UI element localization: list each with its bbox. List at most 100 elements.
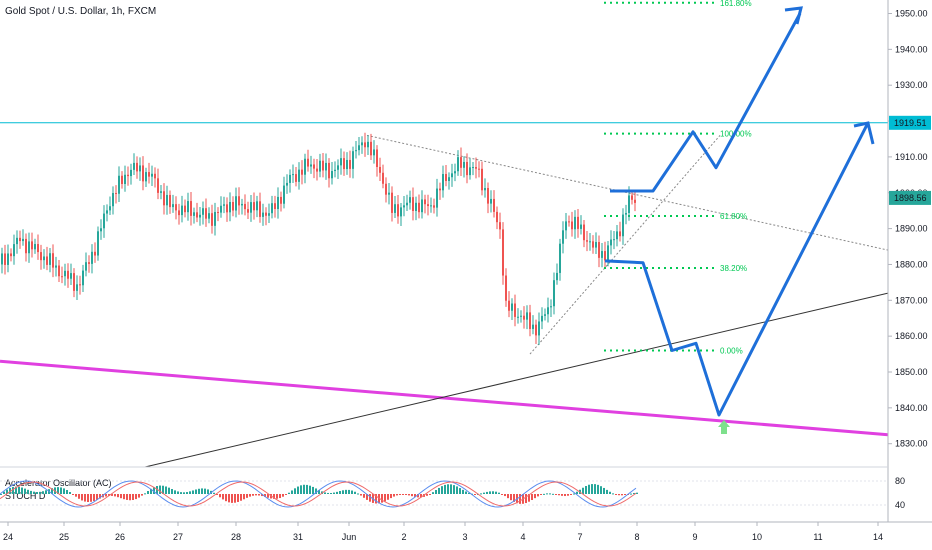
candle-body [619,231,621,237]
candle-body [331,171,333,179]
candle-body [31,241,33,250]
ac-bar [69,492,71,494]
ac-bar [561,494,563,496]
ac-bar [396,494,398,496]
candle-body [28,241,30,254]
ac-bar [333,492,335,494]
candle-body [355,150,357,152]
ac-bar [498,492,500,494]
candle-body [82,270,84,286]
candle-body [493,198,495,212]
projection-path-lower [604,122,870,417]
arrowhead-upper [784,6,803,25]
ac-bar [411,494,413,497]
y-tick-label: 1890.00 [895,224,928,234]
candle-body [631,195,633,200]
ac-bar [180,492,182,494]
ac-bar [165,486,167,494]
stoch-k-line [0,480,637,508]
candle-body [424,199,426,205]
ac-bar [351,490,353,494]
candle-body [517,316,519,318]
candle-body [160,191,162,193]
candle-body [283,185,285,204]
indicator-tick-label: 80 [895,476,905,486]
ac-bar [402,494,404,495]
ac-bar [81,494,83,501]
candle-body [16,237,18,245]
candle-body [49,253,51,265]
ac-bar [303,484,305,494]
candle-body [214,211,216,226]
candle-body [367,141,369,148]
candle-body [358,145,360,151]
ac-bar [495,491,497,494]
ac-bar [21,487,23,494]
ac-bar [39,491,41,494]
ac-bar [531,494,533,501]
candle-body [559,243,561,273]
x-tick-label: 25 [59,532,69,542]
candle-body [454,171,456,174]
x-tick-label: 8 [634,532,639,542]
ac-bar [597,484,599,494]
candle-body [496,211,498,223]
candle-body [109,206,111,211]
ac-bar [183,492,185,494]
candle-body [565,221,567,231]
x-tick-label: 14 [873,532,883,542]
candles [1,132,636,346]
ac-bar [9,487,11,494]
ac-bar [357,493,359,495]
candle-body [595,242,597,248]
x-tick-label: 7 [577,532,582,542]
ac-bar [501,494,503,495]
ac-bar [600,486,602,494]
ac-bar [444,484,446,494]
candle-body [334,169,336,172]
ac-bar [42,491,44,494]
candle-body [469,167,471,176]
candle-body [271,203,273,214]
candle-body [370,141,372,156]
ac-bar [156,486,158,494]
ac-bar [618,494,620,496]
candle-body [229,201,231,213]
ac-bar [426,494,428,496]
ac-bar [534,494,536,499]
candle-body [274,203,276,209]
candle-body [598,242,600,258]
ac-bar [567,494,569,496]
candle-body [634,199,636,203]
candle-body [340,158,342,166]
candle-body [85,262,87,271]
ac-bar [159,485,161,494]
candle-body [622,214,624,237]
ac-bar [228,494,230,503]
ac-bar [117,494,119,498]
ac-bar [24,488,26,494]
ac-bar [66,489,68,494]
candle-body [88,262,90,264]
ac-bar [45,490,47,494]
ac-bar [459,488,461,494]
ac-bar [84,494,86,502]
x-tick-label: 10 [752,532,762,542]
ac-bar [219,494,221,498]
ac-bar [36,492,38,494]
candle-body [217,211,219,213]
ac-bar [162,485,164,494]
ac-bar [549,493,551,495]
ac-bar [105,494,107,497]
ac-bar [216,494,218,495]
price-badge-label: 1919.51 [894,118,927,128]
candle-body [205,208,207,219]
ac-bar [174,490,176,494]
candle-body [319,160,321,172]
candle-body [403,205,405,208]
ac-bar [381,494,383,503]
ac-bar [405,494,407,495]
ac-bar [297,486,299,494]
candle-body [613,239,615,241]
